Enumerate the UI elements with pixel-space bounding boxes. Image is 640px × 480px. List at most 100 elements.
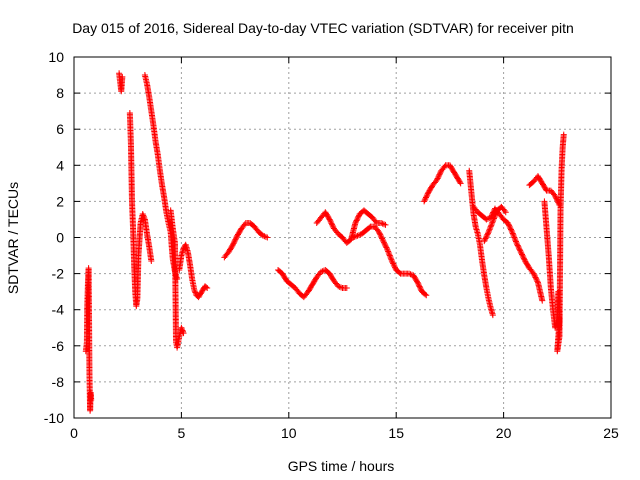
- data-point: [511, 234, 518, 241]
- y-tick-label: 8: [56, 85, 64, 101]
- data-point: [386, 251, 393, 258]
- data-point: [178, 324, 185, 331]
- data-point: [483, 234, 490, 241]
- data-point: [492, 211, 499, 218]
- data-point: [350, 234, 357, 241]
- data-point: [178, 326, 185, 333]
- data-point: [483, 232, 490, 239]
- x-axis-label: GPS time / hours: [288, 458, 395, 474]
- axis-ticks: [73, 56, 612, 419]
- y-tick-label: -8: [52, 374, 65, 390]
- data-point: [517, 248, 524, 255]
- data-point: [260, 232, 267, 239]
- data-point: [382, 243, 389, 250]
- data-point: [456, 179, 463, 186]
- data-point: [262, 233, 269, 240]
- data-point: [490, 216, 497, 223]
- data-point: [140, 213, 147, 220]
- data-point: [179, 327, 186, 334]
- data-point: [485, 229, 492, 236]
- data-point: [336, 283, 343, 290]
- data-point: [434, 176, 441, 183]
- data-point: [506, 222, 513, 229]
- data-point: [378, 234, 385, 241]
- data-point: [514, 242, 521, 249]
- data-point: [534, 278, 541, 285]
- data-point: [423, 292, 430, 299]
- data-point: [191, 288, 198, 295]
- data-point: [366, 224, 373, 231]
- data-point: [487, 225, 494, 232]
- data-point: [384, 247, 391, 254]
- data-point: [329, 221, 336, 228]
- data-point: [512, 237, 519, 244]
- data-point: [553, 196, 560, 203]
- data-point: [487, 223, 494, 230]
- data-point: [343, 285, 350, 292]
- data-point: [327, 217, 334, 224]
- data-point: [491, 214, 498, 221]
- data-point: [376, 230, 383, 237]
- data-point: [229, 241, 236, 248]
- data-point: [355, 232, 362, 239]
- data-point: [338, 284, 345, 291]
- grid-lines: [74, 57, 611, 418]
- data-point: [379, 220, 386, 227]
- data-point: [505, 221, 512, 228]
- data-point: [416, 283, 423, 290]
- data-point: [481, 236, 488, 243]
- data-point: [509, 230, 516, 237]
- data-point: [482, 235, 489, 242]
- data-point: [490, 215, 497, 222]
- data-point: [414, 279, 421, 286]
- y-tick-label: -4: [52, 302, 65, 318]
- data-point: [489, 219, 496, 226]
- data-point: [510, 233, 517, 240]
- data-point: [515, 245, 522, 252]
- data-point: [231, 237, 238, 244]
- data-point: [264, 234, 271, 241]
- x-tick-label: 25: [603, 425, 619, 441]
- data-point: [512, 238, 519, 245]
- data-point: [506, 223, 513, 230]
- data-point: [507, 226, 514, 233]
- data-point: [492, 212, 499, 219]
- data-point: [376, 229, 383, 236]
- data-point: [501, 207, 508, 214]
- data-point: [231, 239, 238, 246]
- data-point: [326, 216, 333, 223]
- y-tick-label: 6: [56, 121, 64, 137]
- y-tick-label: 10: [48, 49, 64, 65]
- y-tick-label: 0: [56, 230, 64, 246]
- data-point: [378, 220, 385, 227]
- data-point: [533, 275, 540, 282]
- data-point: [434, 175, 441, 182]
- data-point: [554, 198, 561, 205]
- data-point: [141, 215, 148, 222]
- data-point: [489, 218, 496, 225]
- data-point: [421, 197, 428, 204]
- y-tick-label: -2: [52, 266, 65, 282]
- x-tick-label: 10: [281, 425, 297, 441]
- data-point: [351, 233, 358, 240]
- data-point: [381, 221, 388, 228]
- data-point: [552, 194, 559, 201]
- x-tick-label: 20: [496, 425, 512, 441]
- data-point: [396, 269, 403, 276]
- data-point: [507, 225, 514, 232]
- data-point: [140, 212, 147, 219]
- data-point: [422, 194, 429, 201]
- data-point: [552, 192, 559, 199]
- data-point: [353, 233, 360, 240]
- data-point: [415, 280, 422, 287]
- data-point: [230, 240, 237, 247]
- data-point: [88, 396, 95, 403]
- data-point: [353, 217, 360, 224]
- data-point: [233, 235, 240, 242]
- data-point: [532, 274, 539, 281]
- data-point: [192, 289, 199, 296]
- data-point: [519, 251, 526, 258]
- data-point: [519, 252, 526, 259]
- data-point: [232, 236, 239, 243]
- data-point: [391, 264, 398, 271]
